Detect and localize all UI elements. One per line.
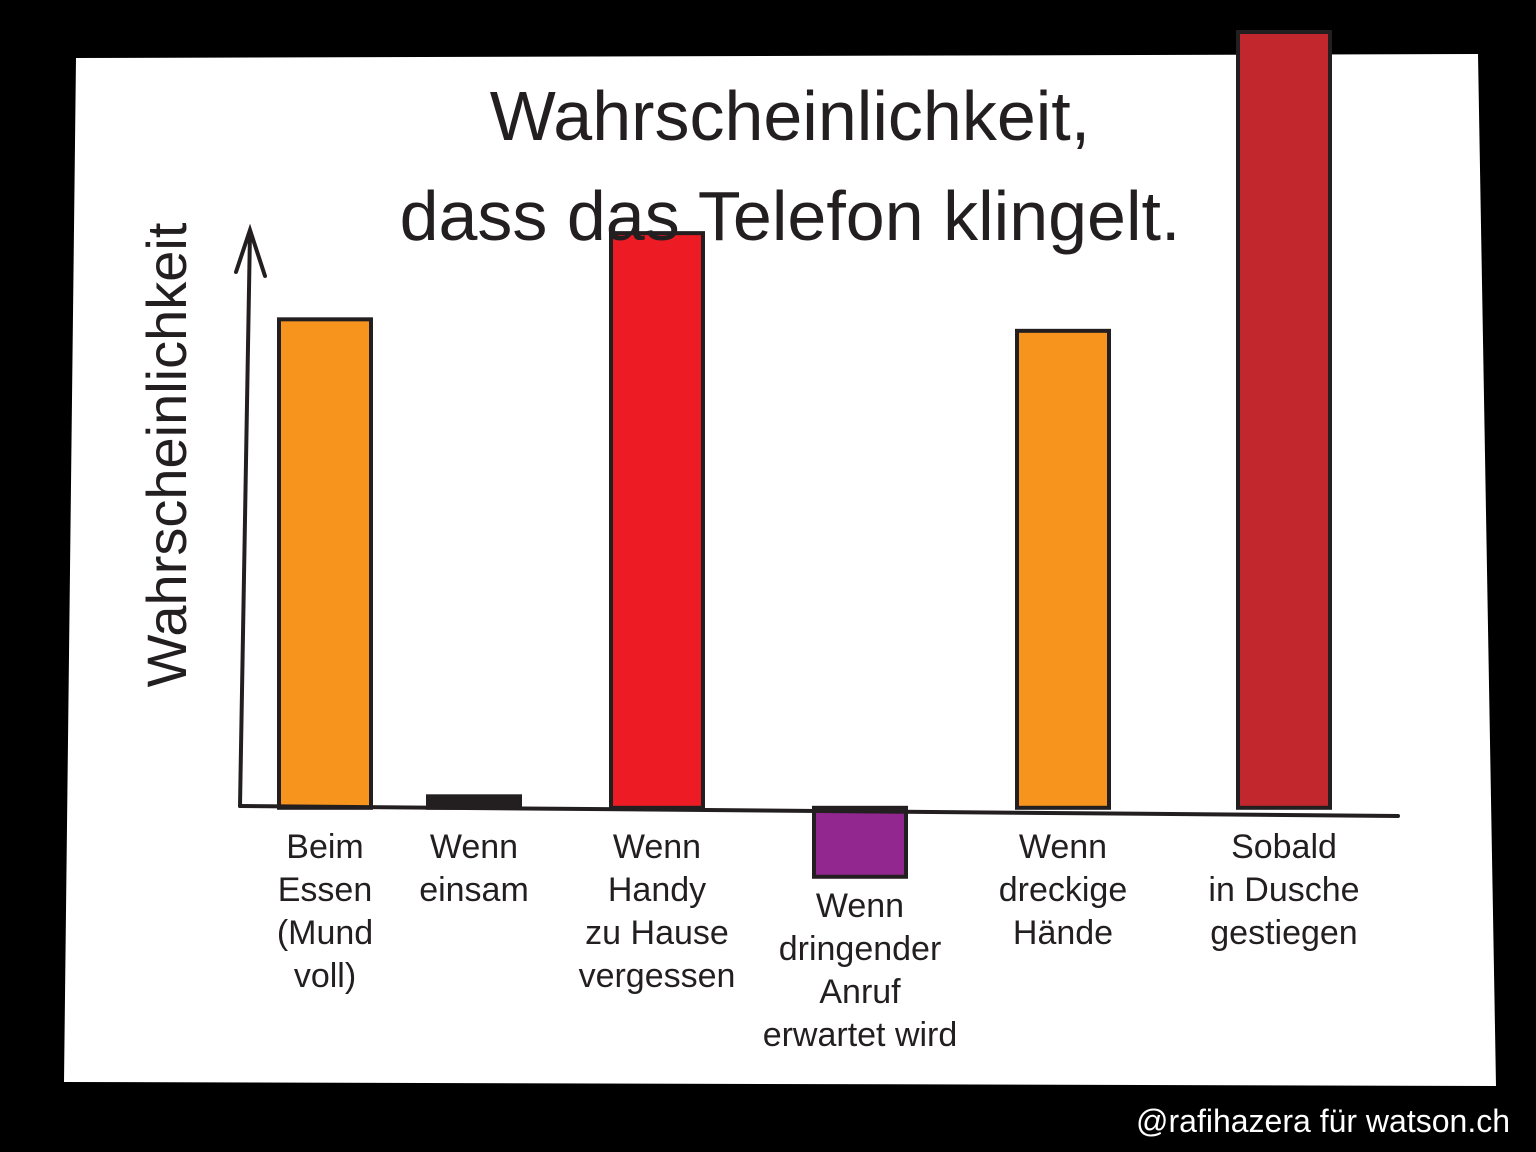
- credit: @rafihazera für watson.ch: [1136, 1103, 1510, 1139]
- y-axis-label: Wahrscheinlichkeit: [135, 222, 198, 687]
- x-tick-label: Wenn einsam: [419, 828, 529, 909]
- bar: [609, 231, 705, 810]
- x-tick-label: Wenn dreckige Hände: [999, 828, 1128, 952]
- paper: [64, 54, 1496, 1086]
- x-tick-label: Beim Essen (Mund voll): [277, 828, 373, 995]
- x-tick-label: Sobald in Dusche gestiegen: [1208, 828, 1359, 952]
- x-axis: [238, 804, 1400, 818]
- bar: [277, 317, 373, 810]
- bar: [812, 805, 908, 879]
- bar: [1236, 30, 1332, 810]
- plot-area: [277, 30, 1332, 879]
- x-tick-label: Wenn dringender Anruf erwartet wird: [763, 887, 958, 1054]
- y-axis: [234, 223, 267, 808]
- chart-title: Wahrscheinlichkeit, dass das Telefon klin…: [400, 77, 1181, 255]
- x-tick-label: Wenn Handy zu Hause vergessen: [579, 828, 736, 995]
- bar: [1015, 328, 1111, 810]
